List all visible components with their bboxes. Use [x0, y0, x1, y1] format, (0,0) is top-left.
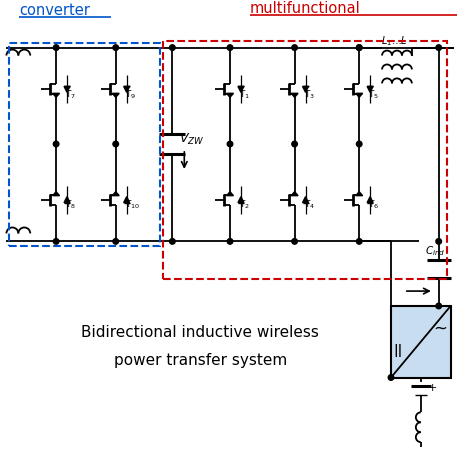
Text: T$_{10}$: T$_{10}$ [125, 198, 140, 211]
Polygon shape [124, 197, 130, 203]
Text: T$_5$: T$_5$ [368, 88, 379, 101]
Circle shape [227, 45, 233, 50]
Text: T$_9$: T$_9$ [125, 88, 136, 101]
Text: T$_3$: T$_3$ [304, 88, 315, 101]
Circle shape [388, 375, 394, 380]
Text: T$_8$: T$_8$ [65, 198, 76, 211]
Text: multifunctional: multifunctional [250, 1, 361, 16]
Polygon shape [226, 192, 233, 196]
Polygon shape [238, 197, 244, 203]
Text: T$_2$: T$_2$ [239, 198, 250, 211]
Circle shape [227, 141, 233, 147]
Circle shape [436, 303, 442, 309]
Circle shape [170, 238, 175, 244]
Text: ~: ~ [434, 320, 448, 338]
Bar [9, 43, 160, 246]
Circle shape [113, 45, 119, 50]
Circle shape [292, 141, 298, 147]
Polygon shape [291, 93, 298, 97]
Polygon shape [356, 93, 363, 97]
Circle shape [53, 141, 59, 147]
Circle shape [113, 141, 119, 147]
Text: T$_7$: T$_7$ [65, 88, 76, 101]
Text: ||: || [393, 344, 402, 357]
Bar [391, 306, 450, 377]
Circle shape [436, 238, 442, 244]
Circle shape [170, 45, 175, 50]
Circle shape [356, 45, 362, 50]
Circle shape [356, 238, 362, 244]
Circle shape [292, 238, 298, 244]
Polygon shape [53, 192, 60, 196]
Text: $L_1 \ldots L$: $L_1 \ldots L$ [381, 34, 408, 48]
Polygon shape [367, 86, 373, 92]
Polygon shape [356, 192, 363, 196]
Circle shape [356, 141, 362, 147]
Circle shape [356, 45, 362, 50]
Text: $C_{ind}$: $C_{ind}$ [425, 244, 445, 258]
Text: T$_6$: T$_6$ [368, 198, 380, 211]
Circle shape [113, 238, 119, 244]
Polygon shape [124, 86, 130, 92]
Text: T$_4$: T$_4$ [304, 198, 315, 211]
Polygon shape [291, 192, 298, 196]
Circle shape [53, 45, 59, 50]
Polygon shape [53, 93, 60, 97]
Text: Bidirectional inductive wireless: Bidirectional inductive wireless [81, 325, 319, 340]
Polygon shape [64, 197, 70, 203]
Text: converter: converter [19, 3, 90, 18]
Circle shape [227, 238, 233, 244]
Polygon shape [112, 192, 119, 196]
Polygon shape [238, 86, 244, 92]
Polygon shape [303, 197, 309, 203]
Text: +: + [428, 383, 438, 394]
Polygon shape [303, 86, 309, 92]
Bar [164, 41, 447, 279]
Text: T$_1$: T$_1$ [239, 88, 250, 101]
Circle shape [292, 45, 298, 50]
Circle shape [53, 238, 59, 244]
Text: $V_{ZW}$: $V_{ZW}$ [179, 132, 205, 146]
Text: power transfer system: power transfer system [114, 353, 287, 368]
Polygon shape [226, 93, 233, 97]
Circle shape [436, 45, 442, 50]
Polygon shape [112, 93, 119, 97]
Polygon shape [64, 86, 70, 92]
Polygon shape [367, 197, 373, 203]
